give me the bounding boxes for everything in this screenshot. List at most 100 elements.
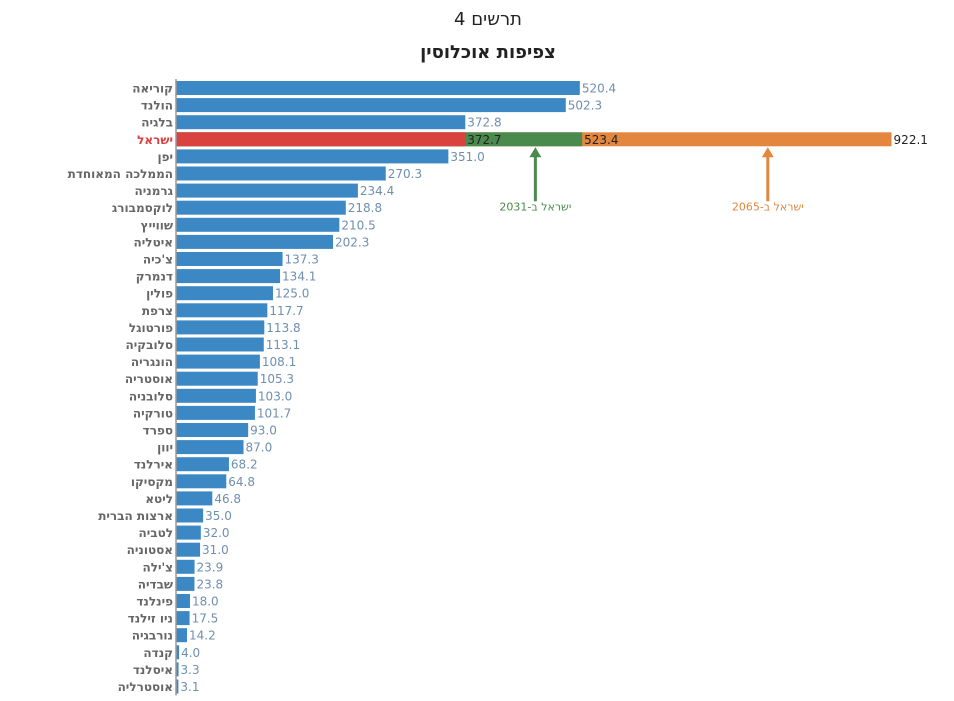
value-label: 93.0 xyxy=(250,424,277,438)
value-label: 117.7 xyxy=(269,304,303,318)
annotation-label: ישראל ב-2065 xyxy=(732,200,804,213)
bar xyxy=(176,303,268,318)
category-label: יוון xyxy=(157,441,173,455)
bar xyxy=(176,525,201,540)
category-label: נורבגיה xyxy=(132,629,173,643)
value-label: 134.1 xyxy=(282,270,316,284)
bar xyxy=(176,132,466,147)
category-label: טורקיה xyxy=(133,406,173,420)
category-label: שבדיה xyxy=(138,577,173,591)
bar xyxy=(176,423,249,437)
value-label: 46.8 xyxy=(214,492,241,506)
category-label: לטביה xyxy=(138,526,173,540)
chart-title: תרשים 4 xyxy=(454,9,522,30)
value-label: 103.0 xyxy=(258,389,292,403)
category-label: איסלנד xyxy=(133,663,173,677)
bar xyxy=(176,628,188,643)
bar xyxy=(176,388,256,403)
category-label: מקסיקו xyxy=(131,475,173,489)
bar xyxy=(176,576,195,591)
category-label: הולנד xyxy=(141,99,173,113)
category-label: אוסטריה xyxy=(125,372,173,386)
bar xyxy=(176,115,466,130)
bar xyxy=(176,337,264,352)
category-label: דנמרק xyxy=(136,270,173,284)
bar xyxy=(176,440,244,455)
value-label: 4.0 xyxy=(181,646,200,660)
category-label: אירלנד xyxy=(134,458,173,472)
category-label: סלובקיה xyxy=(126,338,173,352)
category-label: פורטוגל xyxy=(129,321,173,335)
value-label: 202.3 xyxy=(335,235,369,249)
arrow-head xyxy=(761,147,774,158)
category-label: פולין xyxy=(146,287,173,301)
value-label: 68.2 xyxy=(231,458,258,472)
category-label: יפן xyxy=(157,150,173,164)
arrow-head xyxy=(529,147,542,158)
value-label: 218.8 xyxy=(348,201,382,215)
value-label: 23.8 xyxy=(196,577,223,591)
bar xyxy=(176,200,346,215)
category-label: איטליה xyxy=(134,235,173,249)
bar xyxy=(176,183,358,198)
category-label: לוקסמבורג xyxy=(112,201,173,215)
value-label: 234.4 xyxy=(360,184,394,198)
bar xyxy=(176,491,213,506)
value-label: 31.0 xyxy=(202,543,229,557)
bar xyxy=(176,81,580,95)
value-label: 270.3 xyxy=(388,167,422,181)
category-label: ישראל xyxy=(137,133,173,147)
bar xyxy=(176,559,195,574)
category-label: הממלכה המאוחדת xyxy=(68,167,173,181)
value-label: 922.1 xyxy=(894,133,928,147)
value-label: 64.8 xyxy=(228,475,255,489)
bar xyxy=(176,508,204,523)
category-label: ספרד xyxy=(143,424,173,438)
category-label: ניו זילנד xyxy=(128,612,173,626)
category-label: שווייץ xyxy=(141,218,173,232)
category-label: ליטא xyxy=(145,492,173,506)
bar xyxy=(176,98,566,113)
value-label: 3.3 xyxy=(181,663,200,677)
annotation-label: ישראל ב-2031 xyxy=(499,200,571,213)
value-label: 372.7 xyxy=(467,133,501,147)
category-label: צ'ילה xyxy=(142,560,173,574)
value-label: 372.8 xyxy=(467,116,501,130)
category-label: פינלנד xyxy=(136,595,173,609)
bar xyxy=(176,474,227,489)
value-label: 137.3 xyxy=(285,253,319,267)
bar xyxy=(176,252,283,266)
category-label: צ'כיה xyxy=(143,253,173,267)
bar xyxy=(176,166,386,181)
value-label: 113.8 xyxy=(266,321,300,335)
value-label: 108.1 xyxy=(262,355,296,369)
category-label: הונגריה xyxy=(131,355,173,369)
bar xyxy=(176,457,229,472)
category-label: בלגיה xyxy=(141,116,173,130)
category-label: אסטוניה xyxy=(127,543,173,557)
bar xyxy=(176,217,340,232)
category-label: גרמניה xyxy=(135,184,174,198)
bar xyxy=(176,234,333,249)
value-label: 32.0 xyxy=(203,526,230,540)
value-label: 113.1 xyxy=(266,338,300,352)
bar xyxy=(176,354,260,369)
value-label: 101.7 xyxy=(257,406,291,420)
bar xyxy=(176,269,281,284)
bar xyxy=(176,320,265,335)
category-label: צרפת xyxy=(142,304,173,318)
bar xyxy=(176,611,190,626)
category-label: סלובניה xyxy=(129,389,173,403)
value-label: 35.0 xyxy=(205,509,232,523)
value-label: 351.0 xyxy=(450,150,484,164)
value-label: 502.3 xyxy=(568,99,602,113)
bar xyxy=(176,662,179,677)
value-label: 210.5 xyxy=(341,218,375,232)
bar xyxy=(176,371,258,386)
bar xyxy=(176,594,190,608)
bar xyxy=(176,645,180,660)
category-label: קוריאה xyxy=(132,82,173,96)
value-label: 17.5 xyxy=(192,612,219,626)
value-label: 87.0 xyxy=(246,441,273,455)
